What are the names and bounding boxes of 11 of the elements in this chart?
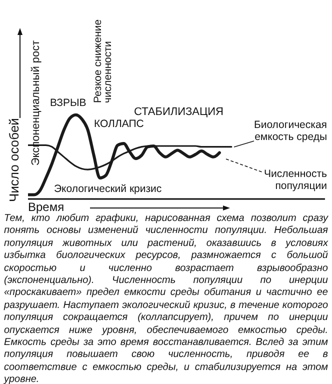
x-axis-title: Время — [28, 200, 64, 214]
text: Биологическая емкость среды — [252, 119, 327, 143]
annotation: Экспоненциальный рост — [30, 40, 42, 166]
annotation: СТАБИЛИЗАЦИЯ — [134, 106, 224, 118]
text: Численность популяции — [262, 168, 327, 192]
text: ВЗРЫВ — [50, 97, 86, 109]
text: Тем, кто любит графики, нарисованная схема позволит сразу понять основы изменений численности популяции. Небольшая популяция животных или растений, оказавшись в условиях избытка биологических ресурсов, размножается с большой скоростью и численно возрастает взрывообразно (экспоненциально). Численность популяции по инерции «проскакивает» предел емкости среды обитания и частично ее разрушает. Наступает экологический кризис, в течение которого популяция сокращается (коллапсирует), причем по инерции опускается ниже уровня, обеспечиваемого емкостью среды. Емкость среды за это время восстанавливается. Вслед за этим популяция повышает свою численность, приводя ее в соответствие с емкостью среды, и стабилизируется на этом уровне. — [4, 213, 328, 384]
annotation: КОЛЛАПС — [94, 118, 144, 130]
y-axis-title: Число особей — [6, 118, 22, 202]
annotation: Экологический кризис — [54, 183, 162, 195]
text: Резкое снижение численности — [92, 18, 114, 103]
